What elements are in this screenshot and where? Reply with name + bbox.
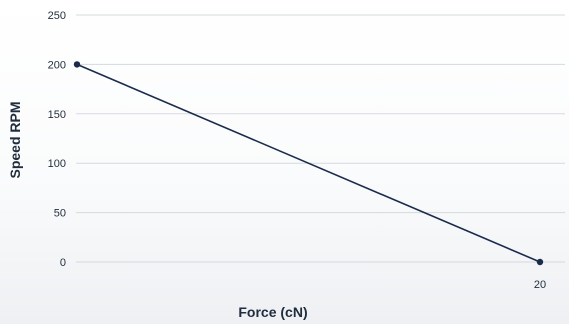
y-tick-label-100: 100 <box>48 158 66 170</box>
y-tick-label-50: 50 <box>54 208 66 220</box>
x-tick-label-20: 20 <box>534 279 546 291</box>
gridlines <box>76 14 565 263</box>
data-point-0-0 <box>73 61 81 68</box>
y-axis-title: Speed RPM <box>7 101 23 178</box>
series-layer <box>73 61 544 266</box>
y-tick-label-150: 150 <box>48 109 66 121</box>
x-axis-title: Force (cN) <box>238 304 307 320</box>
data-point-0-1 <box>536 258 544 266</box>
x-axis-ticks: 20 <box>534 279 546 291</box>
y-axis-ticks: 0 50 100 150 200 250 <box>48 10 66 269</box>
y-tick-label-0: 0 <box>60 257 66 269</box>
series-line-0 <box>76 63 541 263</box>
y-tick-label-200: 200 <box>48 59 66 71</box>
y-tick-label-250: 250 <box>48 10 66 22</box>
